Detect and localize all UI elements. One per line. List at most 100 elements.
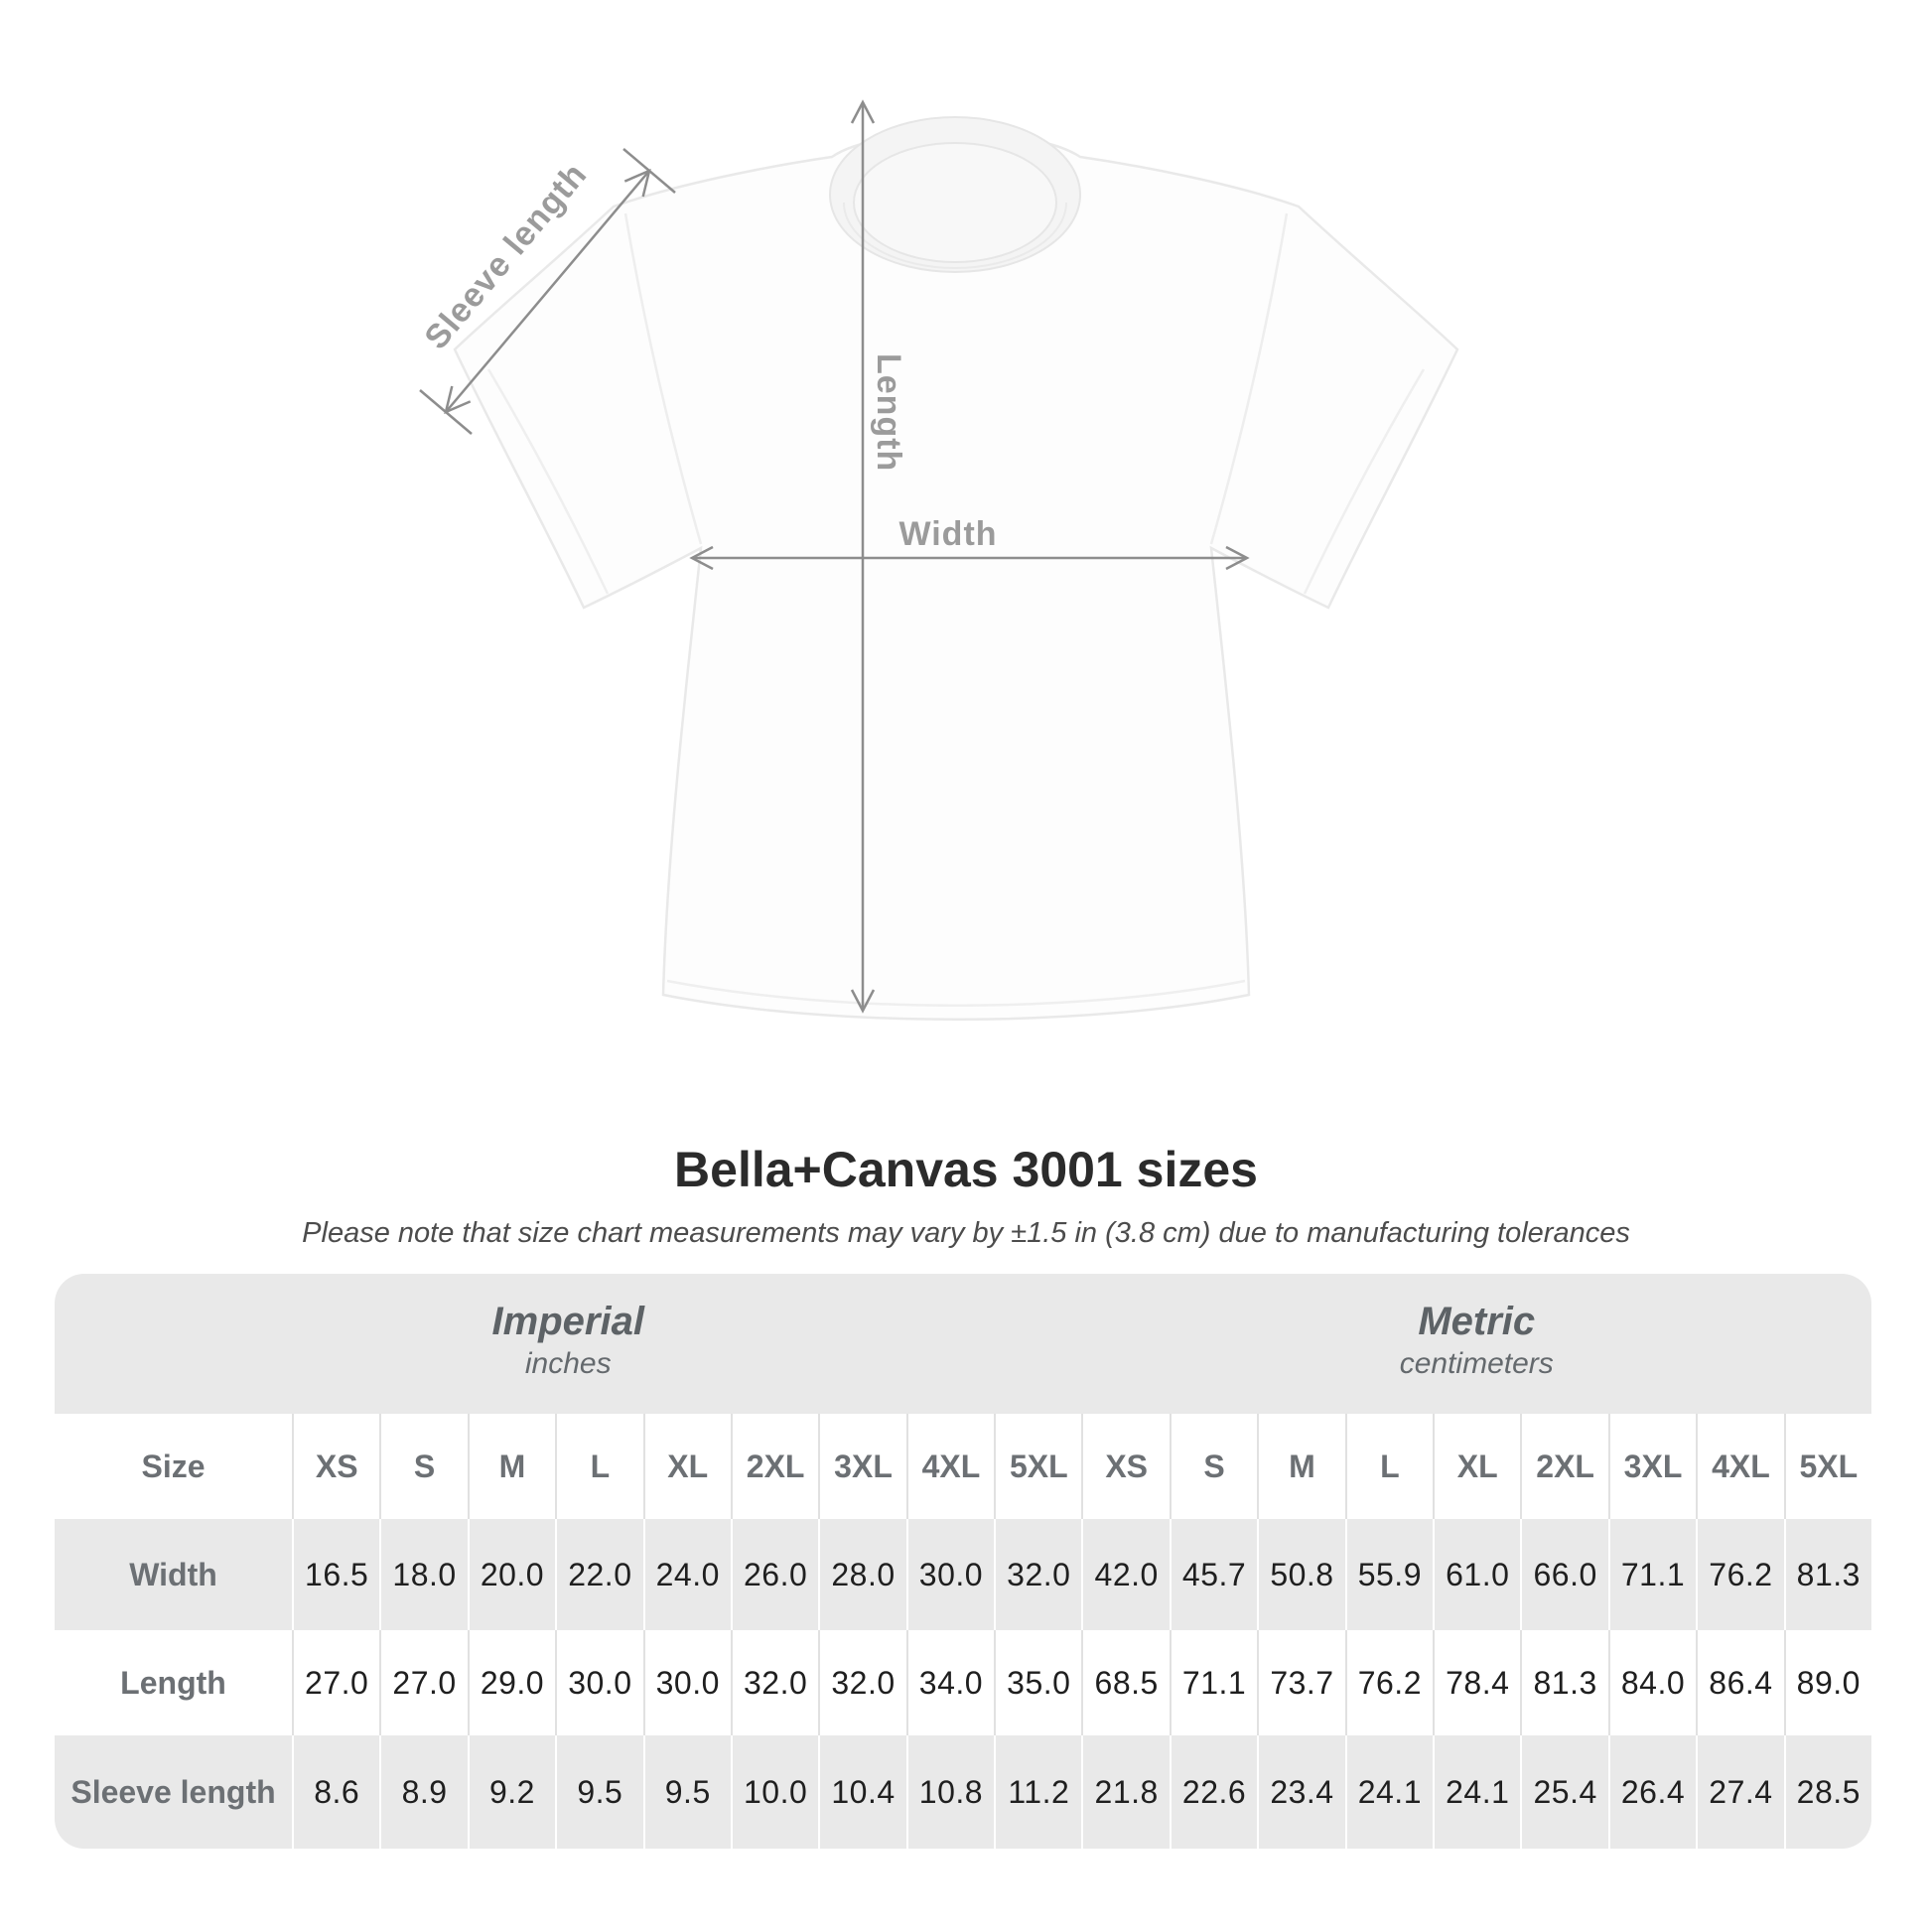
width-label: Width: [898, 515, 997, 553]
length-label: Length: [870, 353, 907, 472]
page-title: Bella+Canvas 3001 sizes: [674, 1142, 1258, 1197]
value-cell: 27.4: [1696, 1735, 1784, 1849]
value-cell: 32.0: [994, 1519, 1082, 1630]
value-cell: 86.4: [1696, 1630, 1784, 1735]
value-cell: 27.0: [379, 1630, 468, 1735]
value-cell: 30.0: [905, 1519, 995, 1630]
size-header-cell: L: [1344, 1414, 1434, 1519]
tshirt-illustration: [453, 116, 1459, 1021]
value-cell: 76.2: [1696, 1519, 1784, 1630]
size-header-cell: 4XL: [905, 1414, 995, 1519]
size-header-cell: 2XL: [1520, 1414, 1608, 1519]
unit-band-metric: Metric centimeters: [1081, 1274, 1871, 1414]
size-corner-cell: Size: [55, 1414, 292, 1519]
size-header-cell: M: [467, 1414, 556, 1519]
right-cuff-seam: [1303, 368, 1426, 595]
value-cell: 9.5: [555, 1735, 643, 1849]
size-header-cell: 3XL: [818, 1414, 906, 1519]
value-cell: 10.8: [905, 1735, 995, 1849]
value-cell: 35.0: [994, 1630, 1082, 1735]
value-cell: 28.0: [818, 1519, 906, 1630]
sleeve-length-arrow: [419, 148, 676, 435]
value-cell: 8.9: [379, 1735, 468, 1849]
value-cell: 9.2: [467, 1735, 556, 1849]
value-cell: 18.0: [379, 1519, 468, 1630]
row-label-cell: Sleeve length: [55, 1735, 292, 1849]
size-table-grid: Imperial inches Metric centimeters Size X…: [55, 1274, 1871, 1849]
value-cell: 29.0: [467, 1630, 556, 1735]
value-cell: 68.5: [1081, 1630, 1170, 1735]
value-cell: 24.0: [642, 1519, 731, 1630]
value-cell: 71.1: [1169, 1630, 1258, 1735]
value-cell: 8.6: [292, 1735, 380, 1849]
value-cell: 30.0: [642, 1630, 731, 1735]
value-cell: 16.5: [292, 1519, 380, 1630]
tshirt-diagram: Length Width Sleeve length: [417, 99, 1459, 1021]
size-header-cell: XS: [292, 1414, 380, 1519]
value-cell: 24.1: [1344, 1735, 1434, 1849]
size-header-cell: L: [555, 1414, 643, 1519]
size-header-cell: XL: [642, 1414, 731, 1519]
size-header-cell: XL: [1433, 1414, 1521, 1519]
tshirt-body: [453, 131, 1459, 1021]
value-cell: 20.0: [467, 1519, 556, 1630]
value-cell: 34.0: [905, 1630, 995, 1735]
value-cell: 30.0: [555, 1630, 643, 1735]
collar-stitch-seam: [843, 202, 1067, 269]
value-cell: 89.0: [1783, 1630, 1871, 1735]
row-label-cell: Length: [55, 1630, 292, 1735]
width-arrow: [689, 545, 1250, 571]
value-cell: 23.4: [1257, 1735, 1345, 1849]
value-cell: 27.0: [292, 1630, 380, 1735]
tshirt-collar: [828, 116, 1082, 273]
size-header-cell: XS: [1081, 1414, 1170, 1519]
value-cell: 81.3: [1520, 1630, 1608, 1735]
value-cell: 32.0: [730, 1630, 819, 1735]
value-cell: 28.5: [1783, 1735, 1871, 1849]
size-header-cell: S: [379, 1414, 468, 1519]
size-table: Imperial inches Metric centimeters Size X…: [55, 1274, 1871, 1849]
value-cell: 10.4: [818, 1735, 906, 1849]
size-header-cell: 5XL: [994, 1414, 1082, 1519]
value-cell: 61.0: [1433, 1519, 1521, 1630]
value-cell: 22.6: [1169, 1735, 1258, 1849]
page-subtitle: Please note that size chart measurements…: [302, 1217, 1630, 1249]
unit-sub-metric: centimeters: [1399, 1347, 1554, 1380]
value-cell: 25.4: [1520, 1735, 1608, 1849]
size-header-cell: M: [1257, 1414, 1345, 1519]
right-armhole-seam: [1209, 212, 1289, 545]
unit-name-metric: Metric: [1418, 1300, 1536, 1343]
row-label-cell: Width: [55, 1519, 292, 1630]
value-cell: 50.8: [1257, 1519, 1345, 1630]
value-cell: 9.5: [642, 1735, 731, 1849]
length-arrow: [850, 99, 876, 1014]
value-cell: 11.2: [994, 1735, 1082, 1849]
value-cell: 26.4: [1607, 1735, 1697, 1849]
value-cell: 26.0: [730, 1519, 819, 1630]
value-cell: 32.0: [818, 1630, 906, 1735]
size-header-cell: S: [1169, 1414, 1258, 1519]
value-cell: 21.8: [1081, 1735, 1170, 1849]
unit-name-imperial: Imperial: [491, 1300, 644, 1343]
size-header-cell: 3XL: [1607, 1414, 1697, 1519]
size-header-cell: 5XL: [1783, 1414, 1871, 1519]
unit-band-imperial: Imperial inches: [55, 1274, 1082, 1414]
value-cell: 78.4: [1433, 1630, 1521, 1735]
left-cuff-seam: [486, 368, 610, 595]
value-cell: 45.7: [1169, 1519, 1258, 1630]
value-cell: 10.0: [730, 1735, 819, 1849]
value-cell: 84.0: [1607, 1630, 1697, 1735]
value-cell: 42.0: [1081, 1519, 1170, 1630]
value-cell: 76.2: [1344, 1630, 1434, 1735]
value-cell: 73.7: [1257, 1630, 1345, 1735]
value-cell: 66.0: [1520, 1519, 1608, 1630]
value-cell: 81.3: [1783, 1519, 1871, 1630]
hem-stitch-seam: [666, 979, 1246, 1007]
value-cell: 24.1: [1433, 1735, 1521, 1849]
size-header-cell: 2XL: [730, 1414, 819, 1519]
value-cell: 22.0: [555, 1519, 643, 1630]
value-cell: 71.1: [1607, 1519, 1697, 1630]
value-cell: 55.9: [1344, 1519, 1434, 1630]
unit-sub-imperial: inches: [524, 1347, 612, 1380]
